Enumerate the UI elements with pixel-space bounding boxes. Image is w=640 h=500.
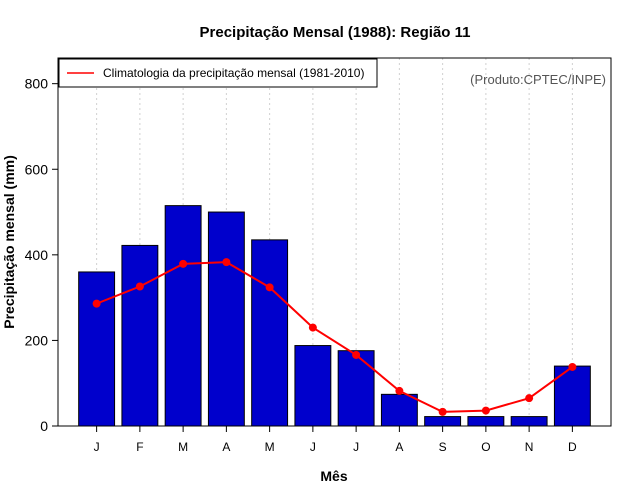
climatology-point-2: [135, 282, 144, 291]
climatology-point-9: [438, 407, 447, 416]
bar-7: [337, 350, 375, 427]
x-tick-label: F: [136, 440, 143, 454]
bar-12: [553, 365, 591, 427]
bar-8: [380, 393, 418, 427]
climatology-point-6: [308, 323, 317, 332]
plot-frame: [57, 57, 612, 427]
legend-label: Climatologia da precipitação mensal (198…: [103, 66, 364, 80]
y-axis-label: Precipitação mensal (mm): [1, 155, 17, 329]
y-tick-label: 600: [25, 161, 49, 177]
climatology-point-8: [395, 386, 404, 395]
climatology-point-7: [352, 350, 361, 359]
bar-5: [251, 239, 289, 427]
chart-title: Precipitação Mensal (1988): Região 11: [200, 24, 471, 41]
climatology-point-12: [568, 362, 577, 371]
x-axis-label: Mês: [320, 468, 347, 484]
x-tick-label: A: [222, 440, 230, 454]
y-tick-label: 800: [25, 76, 49, 92]
x-tick-label: J: [310, 440, 316, 454]
climatology-point-4: [222, 258, 231, 267]
climatology-point-3: [179, 259, 188, 268]
x-tick-label: A: [395, 440, 403, 454]
y-tick-label: 400: [25, 247, 49, 263]
x-tick-label: N: [525, 440, 534, 454]
y-tick-label: 0: [40, 418, 48, 434]
climatology-point-1: [92, 299, 101, 308]
bars-layer: [78, 205, 591, 427]
legend-box: [58, 58, 378, 88]
climatology-point-5: [265, 283, 274, 292]
credit-text: (Produto:CPTEC/INPE): [470, 72, 606, 87]
climatology-point-10: [481, 406, 490, 415]
bar-2: [121, 244, 159, 427]
x-tick-label: M: [265, 440, 275, 454]
x-tick-label: J: [353, 440, 359, 454]
x-tick-label: O: [481, 440, 490, 454]
climatology-point-11: [525, 394, 534, 403]
bar-10: [467, 416, 505, 427]
climatology-line: [96, 261, 573, 413]
climatology-line-layer: [92, 258, 577, 416]
x-tick-label: D: [568, 440, 577, 454]
y-axis: 0 200 400 600 800: [25, 76, 58, 434]
x-tick-label: J: [94, 440, 100, 454]
bar-9: [424, 416, 462, 427]
legend: Climatologia da precipitação mensal (198…: [58, 58, 378, 88]
bar-3: [164, 205, 202, 427]
bar-11: [510, 416, 548, 427]
y-tick-label: 200: [25, 332, 49, 348]
bar-4: [207, 211, 245, 427]
bar-6: [294, 345, 332, 427]
bar-1: [78, 271, 116, 427]
x-tick-label: S: [439, 440, 447, 454]
x-tick-label: M: [178, 440, 188, 454]
